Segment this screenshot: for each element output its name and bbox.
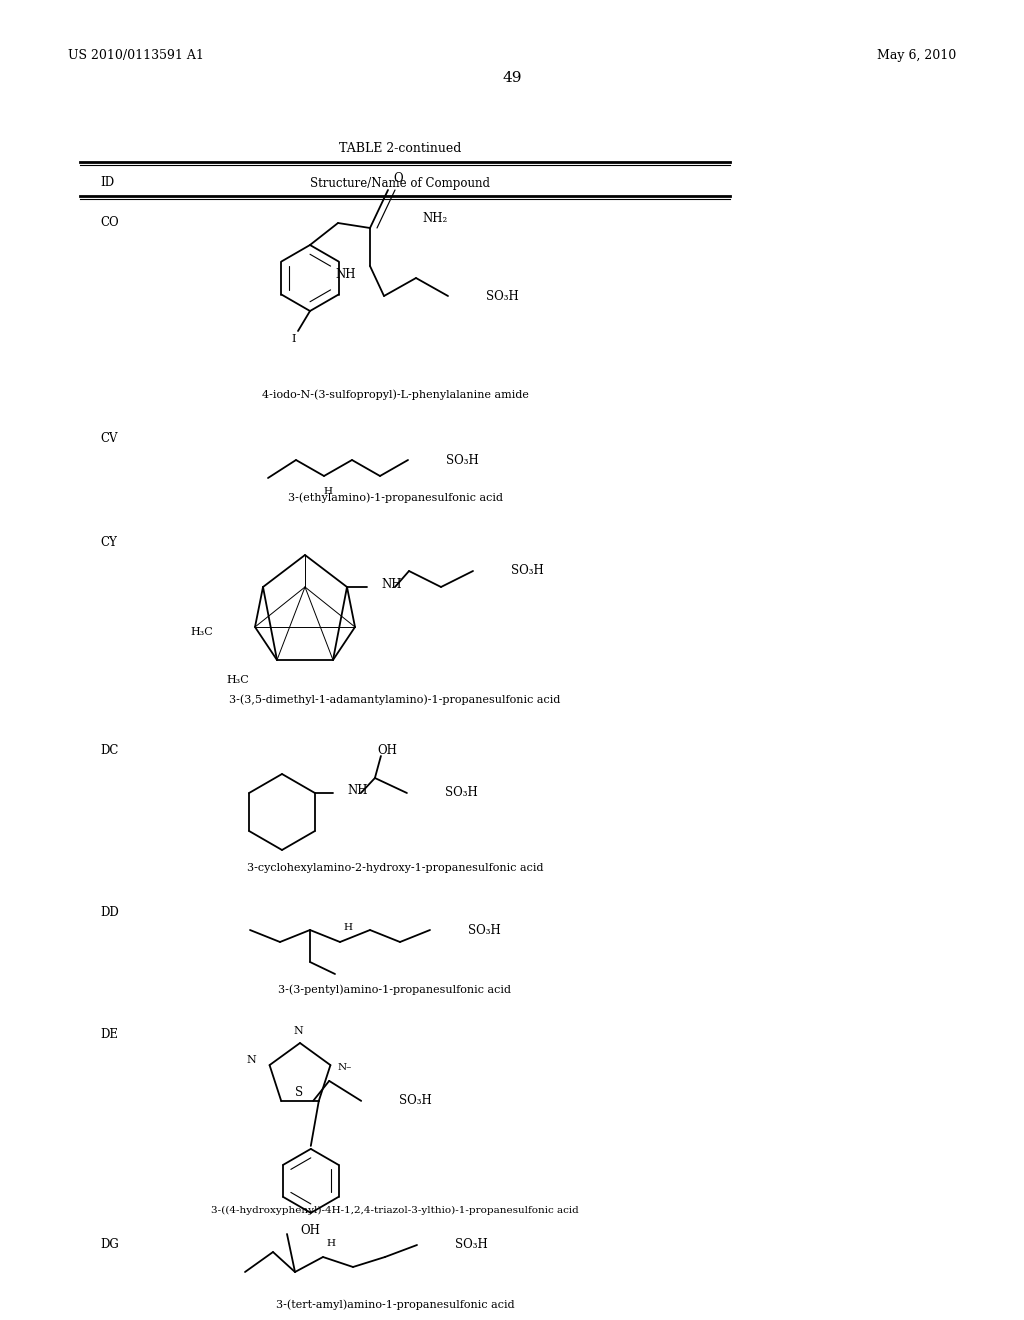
Text: I: I [292,334,296,345]
Text: N: N [293,1026,303,1036]
Text: DD: DD [100,906,119,919]
Text: ID: ID [100,177,114,190]
Text: 49: 49 [502,71,522,84]
Text: CV: CV [100,432,118,445]
Text: CY: CY [100,536,117,549]
Text: OH: OH [301,1225,321,1237]
Text: NH: NH [336,268,356,281]
Text: OH: OH [377,743,397,756]
Text: 3-(3,5-dimethyl-1-adamantylamino)-1-propanesulfonic acid: 3-(3,5-dimethyl-1-adamantylamino)-1-prop… [229,694,561,705]
Text: SO₃H: SO₃H [468,924,501,936]
Text: H₃C: H₃C [226,675,249,685]
Text: SO₃H: SO₃H [399,1094,432,1107]
Text: SO₃H: SO₃H [455,1238,487,1251]
Text: DC: DC [100,743,119,756]
Text: SO₃H: SO₃H [486,289,519,302]
Text: 3-((4-hydroxyphenyl)-4H-1,2,4-triazol-3-ylthio)-1-propanesulfonic acid: 3-((4-hydroxyphenyl)-4H-1,2,4-triazol-3-… [211,1205,579,1214]
Text: 3-(ethylamino)-1-propanesulfonic acid: 3-(ethylamino)-1-propanesulfonic acid [288,492,503,503]
Text: 3-cyclohexylamino-2-hydroxy-1-propanesulfonic acid: 3-cyclohexylamino-2-hydroxy-1-propanesul… [247,863,544,873]
Text: H: H [343,923,352,932]
Text: H: H [327,1238,336,1247]
Text: N–: N– [337,1063,351,1072]
Text: N: N [247,1055,256,1065]
Text: NH: NH [347,784,368,796]
Text: CO: CO [100,215,119,228]
Text: DG: DG [100,1238,119,1251]
Text: O: O [393,172,402,185]
Text: NH₂: NH₂ [422,211,447,224]
Text: SO₃H: SO₃H [446,454,479,466]
Text: H₃C: H₃C [190,627,213,638]
Text: May 6, 2010: May 6, 2010 [877,49,956,62]
Text: Structure/Name of Compound: Structure/Name of Compound [310,177,490,190]
Text: US 2010/0113591 A1: US 2010/0113591 A1 [68,49,204,62]
Text: TABLE 2-continued: TABLE 2-continued [339,141,461,154]
Text: H: H [324,487,333,495]
Text: 3-(tert-amyl)amino-1-propanesulfonic acid: 3-(tert-amyl)amino-1-propanesulfonic aci… [275,1300,514,1311]
Text: S: S [295,1086,303,1100]
Text: NH: NH [381,578,401,590]
Text: DE: DE [100,1028,118,1041]
Text: SO₃H: SO₃H [511,565,544,578]
Text: SO₃H: SO₃H [444,787,477,800]
Text: 4-iodo-N-(3-sulfopropyl)-L-phenylalanine amide: 4-iodo-N-(3-sulfopropyl)-L-phenylalanine… [261,389,528,400]
Text: 3-(3-pentyl)amino-1-propanesulfonic acid: 3-(3-pentyl)amino-1-propanesulfonic acid [279,985,512,995]
